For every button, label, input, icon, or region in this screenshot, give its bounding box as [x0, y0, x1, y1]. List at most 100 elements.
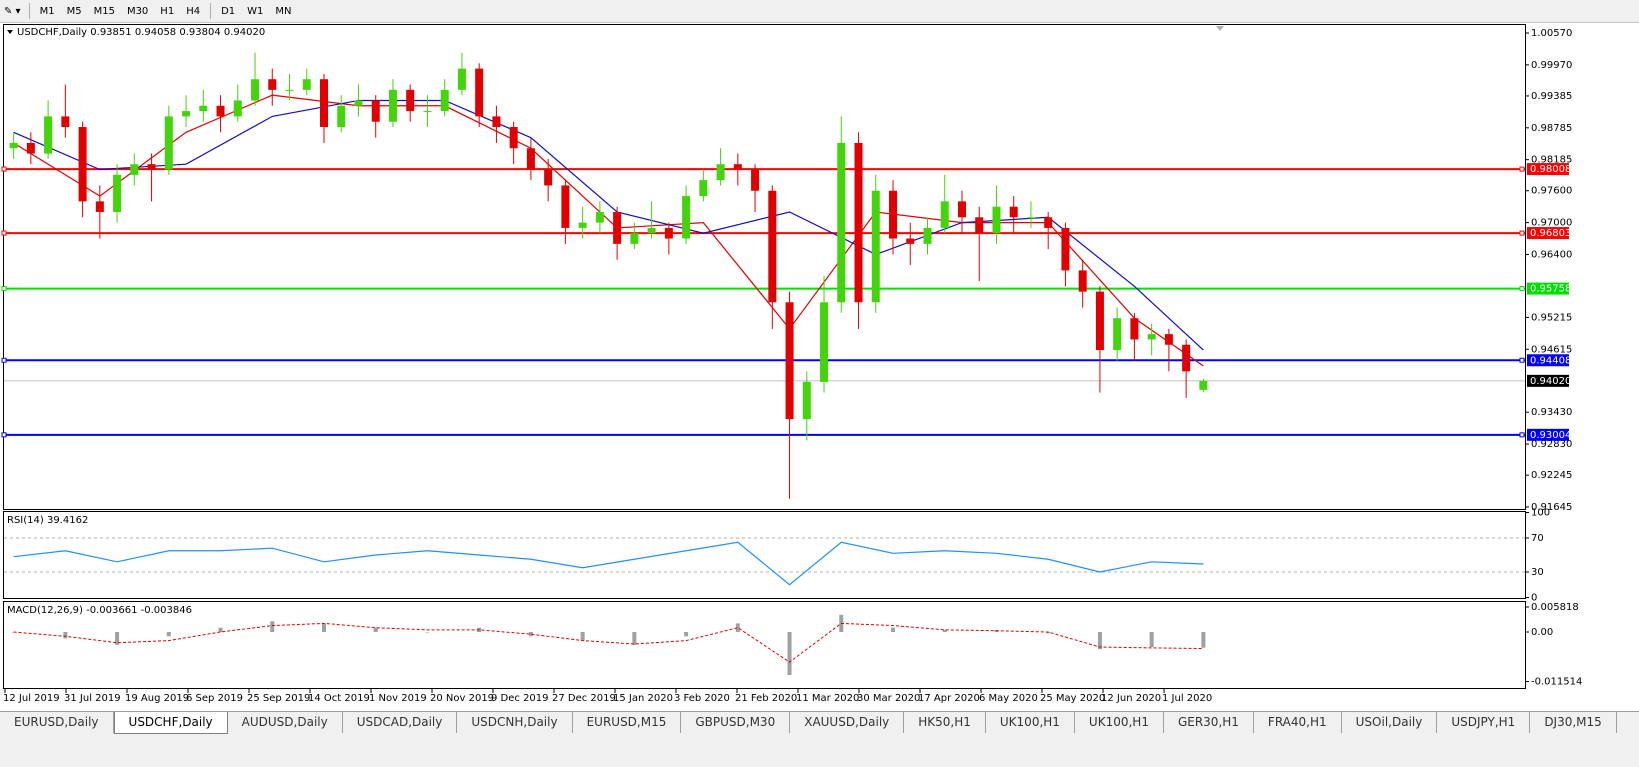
- candle-body: [682, 196, 691, 239]
- chart-background: [0, 23, 1639, 711]
- x-tick-label: 25 Sep 2019: [247, 693, 310, 704]
- candle-body: [61, 116, 70, 128]
- main-pane-frame: [3, 24, 1526, 510]
- rsi-pane-frame: [3, 511, 1526, 599]
- timeframe-button[interactable]: H1: [160, 5, 175, 17]
- candle-body: [906, 238, 915, 244]
- chart-tab[interactable]: USDCNH,Daily: [457, 712, 573, 733]
- current-price-label: 0.94020: [1530, 376, 1571, 387]
- candle-body: [1130, 318, 1139, 340]
- macd-bar: [218, 627, 223, 632]
- chart-tab[interactable]: AUDUSD,Daily: [228, 712, 343, 733]
- y-tick-label: 0.94615: [1531, 344, 1572, 355]
- candle-body: [940, 201, 949, 228]
- candle-body: [95, 201, 104, 212]
- chart-tab[interactable]: UK100,H1: [1075, 712, 1164, 733]
- macd-bar: [1097, 631, 1102, 650]
- chart-header: USDCHF,Daily 0.93851 0.94058 0.93804 0.9…: [17, 27, 265, 38]
- x-tick-label: 11 Mar 2020: [796, 693, 859, 704]
- candle-body: [147, 164, 156, 170]
- current-price-box: [1527, 374, 1569, 387]
- y-tick-label: 0: [1531, 593, 1537, 604]
- y-tick-label: 0.92245: [1531, 470, 1572, 481]
- chart-tab[interactable]: USDJPY,H1: [1437, 712, 1531, 733]
- macd-bar: [321, 623, 326, 632]
- chart-tab[interactable]: DJ30,M15: [1530, 712, 1617, 733]
- chart-tab[interactable]: EURUSD,M15: [573, 712, 682, 733]
- chart-tab[interactable]: UK100,H1: [986, 712, 1075, 733]
- chart-tab[interactable]: GER30,H1: [1164, 712, 1254, 733]
- timeframe-button[interactable]: D1: [221, 5, 236, 17]
- timeframe-button[interactable]: M15: [93, 5, 115, 17]
- separator: [28, 3, 30, 19]
- x-tick-label: 1 Nov 2019: [369, 693, 427, 704]
- y-tick-label: 0.97000: [1531, 218, 1572, 229]
- x-tick-label: 3 Feb 2020: [674, 693, 730, 704]
- chart-tab[interactable]: USDCAD,Daily: [343, 712, 458, 733]
- timeframe-button[interactable]: W1: [247, 5, 264, 17]
- candle-body: [664, 227, 673, 239]
- candle-body: [233, 100, 242, 117]
- candle-body: [957, 201, 966, 218]
- level-handle: [1, 432, 7, 438]
- chart-tab[interactable]: GBPUSD,M30: [681, 712, 791, 733]
- candle-body: [302, 79, 311, 90]
- level-handle: [1519, 230, 1525, 236]
- x-tick-label: 25 May 2020: [1040, 693, 1105, 704]
- level-box: [1527, 282, 1569, 295]
- y-tick-label: 0.99385: [1531, 91, 1572, 102]
- chart-tab[interactable]: EURUSD,Daily: [0, 712, 114, 733]
- candle-body: [733, 164, 742, 170]
- candle-body: [923, 227, 932, 244]
- level-handle: [1, 230, 7, 236]
- macd-bar: [373, 627, 378, 632]
- level-label: 0.95758: [1530, 284, 1571, 295]
- candle-body: [1182, 344, 1191, 372]
- candle-body: [975, 217, 984, 234]
- candle-body: [630, 233, 639, 244]
- timeframe-button[interactable]: M5: [66, 5, 82, 17]
- candle-body: [1061, 227, 1070, 271]
- macd-bar: [787, 631, 792, 675]
- chart-tab[interactable]: FRA40,H1: [1254, 712, 1342, 733]
- candle-body: [164, 116, 173, 170]
- y-tick-label: 0.98185: [1531, 155, 1572, 166]
- level-label: 0.93004: [1530, 430, 1571, 441]
- x-tick-label: 14 Oct 2019: [308, 693, 370, 704]
- candle-body: [1009, 206, 1018, 218]
- x-tick-label: 19 Aug 2019: [125, 693, 189, 704]
- y-tick-label: 0.00: [1531, 627, 1553, 638]
- chart-tab[interactable]: USOil,Daily: [1342, 712, 1438, 733]
- candle-body: [578, 222, 587, 228]
- timeframe-button[interactable]: H4: [186, 5, 201, 17]
- y-tick-label: 1.00570: [1531, 28, 1572, 39]
- candle-body: [457, 68, 466, 90]
- macd-bar: [580, 631, 585, 641]
- toolbar-dropdown[interactable]: ✎ ▾: [4, 5, 21, 17]
- timeframe-button[interactable]: MN: [275, 5, 292, 17]
- candle-body: [9, 142, 18, 149]
- y-tick-label: 0.005818: [1531, 602, 1579, 613]
- chart-tab[interactable]: XAUUSD,Daily: [790, 712, 905, 733]
- y-tick-label: 0.92830: [1531, 439, 1572, 450]
- y-tick-label: 100: [1531, 508, 1550, 519]
- timeframe-button[interactable]: M30: [126, 5, 149, 17]
- candle-body: [1147, 334, 1156, 340]
- timeframe-button[interactable]: M1: [39, 5, 55, 17]
- candle-body: [595, 211, 604, 223]
- x-tick-label: 12 Jul 2019: [3, 693, 60, 704]
- level-handle: [1519, 166, 1525, 172]
- candle-body: [44, 116, 53, 154]
- candle-body: [1164, 334, 1173, 345]
- candle-body: [251, 79, 260, 101]
- chart-tab[interactable]: HK50,H1: [904, 712, 986, 733]
- y-tick-label: 0.98785: [1531, 123, 1572, 134]
- candle-body: [475, 68, 484, 117]
- chart-tab[interactable]: USDCHF,Daily: [113, 712, 228, 734]
- candle-body: [388, 89, 397, 122]
- candle-body: [337, 105, 346, 128]
- level-label: 0.98008: [1530, 164, 1571, 175]
- x-tick-label: 30 Mar 2020: [857, 693, 920, 704]
- rsi-title: RSI(14) 39.4162: [7, 515, 88, 526]
